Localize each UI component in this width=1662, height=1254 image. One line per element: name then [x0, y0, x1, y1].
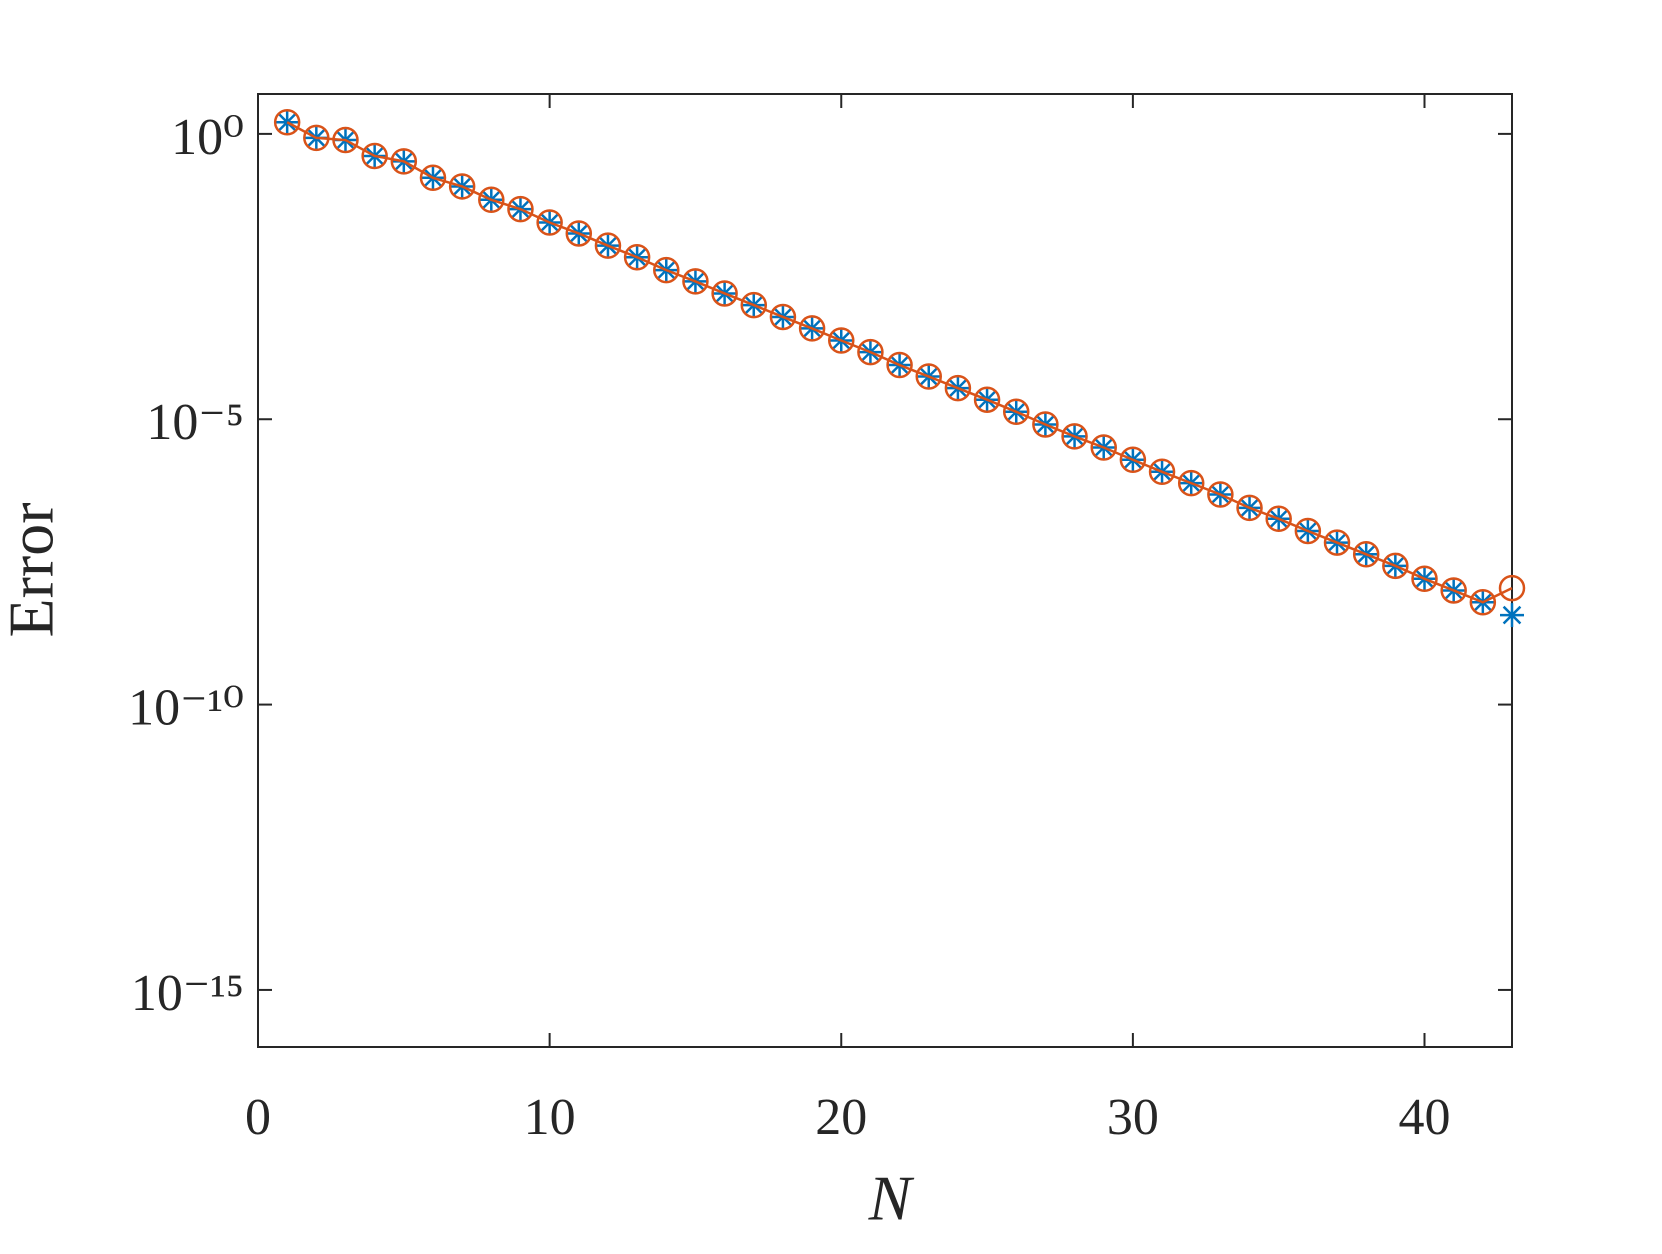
circle-marker [623, 243, 651, 271]
circle-marker [1177, 469, 1205, 497]
circle-marker [886, 351, 913, 379]
circle-marker [1440, 577, 1467, 604]
y-tick-label: 10⁻¹⁵ [131, 965, 244, 1022]
circle-marker [478, 186, 505, 214]
x-tick-label: 40 [1399, 1089, 1451, 1146]
circle-marker [565, 220, 593, 247]
circle-marker [1498, 574, 1526, 602]
circle-marker [1061, 423, 1088, 450]
circle-marker [711, 280, 738, 307]
circle-marker [448, 173, 476, 200]
circle-marker [915, 363, 942, 390]
circle-marker [507, 195, 534, 223]
circle-marker [594, 232, 622, 259]
circle-marker [1265, 505, 1292, 533]
y-tick-label: 10⁻⁵ [146, 394, 244, 451]
circle-marker [740, 291, 768, 319]
y-axis-label: Error [0, 502, 67, 637]
circle-marker [1323, 529, 1351, 556]
plot-frame [257, 93, 1513, 1048]
circle-marker [273, 108, 301, 136]
circle-marker [1352, 541, 1380, 568]
circle-marker [1411, 565, 1438, 593]
circle-marker [944, 374, 972, 402]
circle-marker [973, 386, 1001, 413]
circle-marker [1207, 481, 1234, 508]
circle-marker [536, 209, 563, 236]
circle-marker [828, 327, 855, 354]
circle-marker [857, 338, 884, 366]
y-tick-label: 10⁰ [171, 109, 244, 166]
x-axis-label: N [868, 1163, 915, 1234]
circle-marker [303, 124, 330, 152]
circle-marker [1148, 458, 1176, 486]
circle-marker [1119, 446, 1147, 474]
x-tick-label: 10 [524, 1089, 576, 1146]
asterisk-marker [1500, 603, 1524, 628]
circle-marker [682, 268, 709, 295]
x-tick-label: 20 [815, 1089, 867, 1146]
circle-marker [1236, 494, 1263, 522]
circle-marker [1032, 411, 1059, 438]
circle-marker [332, 126, 359, 154]
circle-marker [1469, 589, 1497, 616]
circle-marker [419, 164, 447, 192]
x-tick-label: 30 [1107, 1089, 1159, 1146]
circle-marker [1382, 552, 1409, 580]
series-line [286, 121, 1513, 604]
circle-marker [1090, 434, 1117, 461]
y-tick-label: 10⁻¹⁰ [128, 680, 244, 737]
circle-marker [390, 148, 418, 175]
circle-marker [769, 303, 797, 331]
circle-marker [653, 256, 680, 284]
x-tick-label: 0 [245, 1089, 271, 1146]
circle-marker [798, 315, 826, 342]
circle-marker [1294, 517, 1322, 545]
circle-marker [361, 142, 388, 170]
circle-marker [1002, 398, 1030, 426]
